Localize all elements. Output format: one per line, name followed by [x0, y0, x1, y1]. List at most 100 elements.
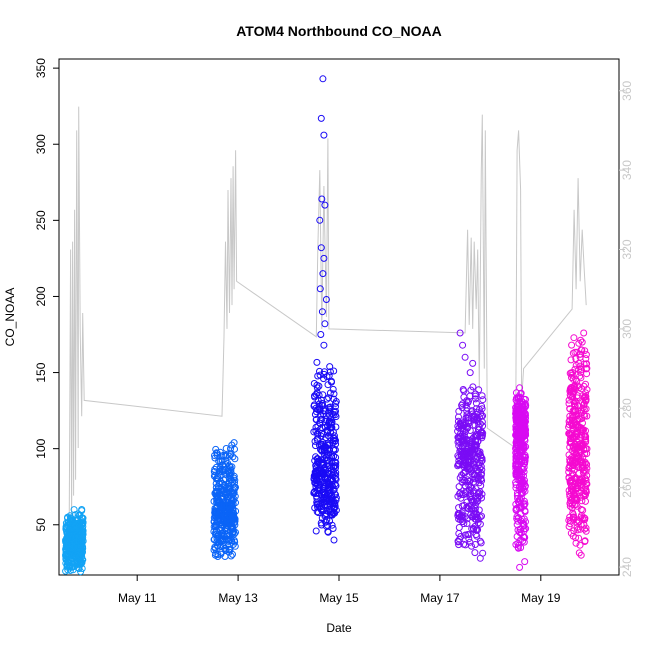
data-point [227, 510, 235, 518]
data-point [313, 501, 321, 509]
data-point [578, 497, 586, 505]
data-point [71, 525, 79, 533]
data-point [327, 508, 335, 516]
data-point [573, 519, 581, 527]
data-point [476, 492, 484, 500]
data-point [231, 542, 239, 550]
data-point [312, 483, 320, 490]
data-point [229, 540, 237, 548]
data-point [458, 461, 466, 469]
data-point [575, 534, 583, 542]
data-point [330, 395, 338, 403]
data-point [571, 401, 579, 409]
data-point [576, 541, 584, 549]
data-point [231, 476, 239, 484]
data-point [478, 466, 486, 474]
data-point [66, 532, 74, 540]
data-point [322, 296, 330, 303]
data-point [332, 407, 339, 415]
data-point [459, 441, 467, 449]
data-point [318, 308, 326, 316]
data-point [456, 474, 464, 482]
data-point [474, 426, 482, 434]
data-point [459, 430, 467, 438]
data-point [455, 504, 463, 512]
data-point [220, 501, 228, 509]
data-point [231, 479, 238, 487]
data-point [512, 468, 520, 476]
data-point [522, 418, 529, 425]
data-point [213, 475, 221, 483]
data-point [569, 393, 576, 401]
x-tick-label: May 13 [218, 591, 258, 605]
data-point [323, 479, 331, 487]
data-point [323, 395, 331, 403]
data-point [455, 524, 463, 531]
data-point [581, 412, 589, 420]
data-point [468, 498, 476, 506]
data-point [472, 441, 480, 449]
data-point [454, 538, 462, 546]
data-point [222, 451, 230, 459]
data-point [474, 526, 482, 534]
data-point [568, 464, 576, 472]
data-point [456, 447, 464, 455]
data-point [514, 393, 522, 401]
series-4 [454, 329, 487, 562]
data-point [572, 534, 580, 542]
data-point [581, 514, 589, 522]
data-point [319, 75, 327, 83]
data-point [219, 493, 227, 501]
data-point [512, 481, 520, 489]
data-point [210, 536, 218, 544]
data-point [456, 329, 464, 337]
data-point [211, 505, 219, 512]
data-point [314, 485, 322, 493]
data-point [73, 521, 81, 529]
data-point [469, 524, 477, 532]
data-point [569, 470, 576, 478]
data-point [455, 460, 463, 468]
data-point [77, 539, 85, 547]
data-point [515, 428, 523, 436]
data-point [231, 445, 238, 453]
data-point [566, 431, 574, 438]
x-axis-label: Date [326, 621, 352, 635]
y2-tick-label: 300 [620, 319, 634, 339]
data-point [455, 483, 463, 491]
data-point [212, 480, 220, 487]
data-point [517, 503, 525, 510]
data-point [579, 506, 587, 514]
data-point [316, 470, 324, 477]
data-point [220, 510, 228, 518]
data-point [568, 504, 576, 512]
data-point [566, 502, 574, 510]
data-point [465, 502, 473, 510]
data-point [580, 521, 588, 529]
data-point [516, 393, 524, 401]
data-point [475, 423, 483, 431]
data-point [327, 421, 335, 429]
data-point [329, 477, 337, 485]
data-point [64, 513, 72, 521]
data-point [521, 508, 529, 516]
data-point [571, 458, 579, 466]
y-tick-label: 250 [34, 210, 48, 230]
data-point [579, 404, 587, 412]
data-point [571, 348, 579, 356]
data-point [318, 446, 326, 454]
data-point [71, 542, 79, 550]
data-point [314, 372, 322, 380]
secondary-line-layer [68, 106, 587, 548]
data-point [224, 493, 232, 501]
data-point [567, 435, 575, 443]
data-point [211, 551, 219, 559]
series-5 [512, 384, 530, 571]
data-point [320, 368, 328, 376]
data-point [313, 415, 320, 423]
y-tick-label: 100 [34, 438, 48, 458]
data-point [72, 511, 79, 519]
data-point [317, 331, 325, 338]
data-point [330, 536, 338, 544]
data-point [313, 430, 321, 438]
